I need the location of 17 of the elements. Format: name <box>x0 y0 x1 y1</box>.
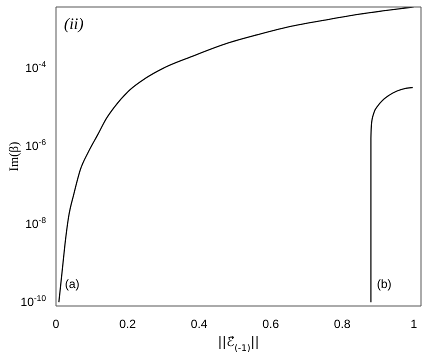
x-tick-label: 0.8 <box>334 317 351 331</box>
x-tick-label: 0.4 <box>190 317 208 331</box>
y-tick-label: 10$^{-4}$ <box>25 59 46 76</box>
y-tick-label: 10$^{-6}$ <box>25 137 46 154</box>
annotation: (ii) <box>64 16 84 34</box>
x-tick-label: 0.2 <box>119 317 136 331</box>
x-tick-label: 0.6 <box>262 317 280 331</box>
x-axis-title: ||ℰ⃗$_{(-1)}$|| <box>218 335 260 354</box>
series-label: (b) <box>376 277 392 292</box>
x-tick-label: 1 <box>410 317 418 331</box>
line-series <box>58 7 414 303</box>
y-tick-label: 10$^{-10}$ <box>20 293 46 310</box>
line-series <box>370 86 414 303</box>
y-axis-title: Im(β) <box>6 142 21 172</box>
y-tick-label: 10$^{-8}$ <box>25 215 46 232</box>
x-tick-label: 0 <box>52 317 60 331</box>
series-label: (a) <box>64 277 80 292</box>
